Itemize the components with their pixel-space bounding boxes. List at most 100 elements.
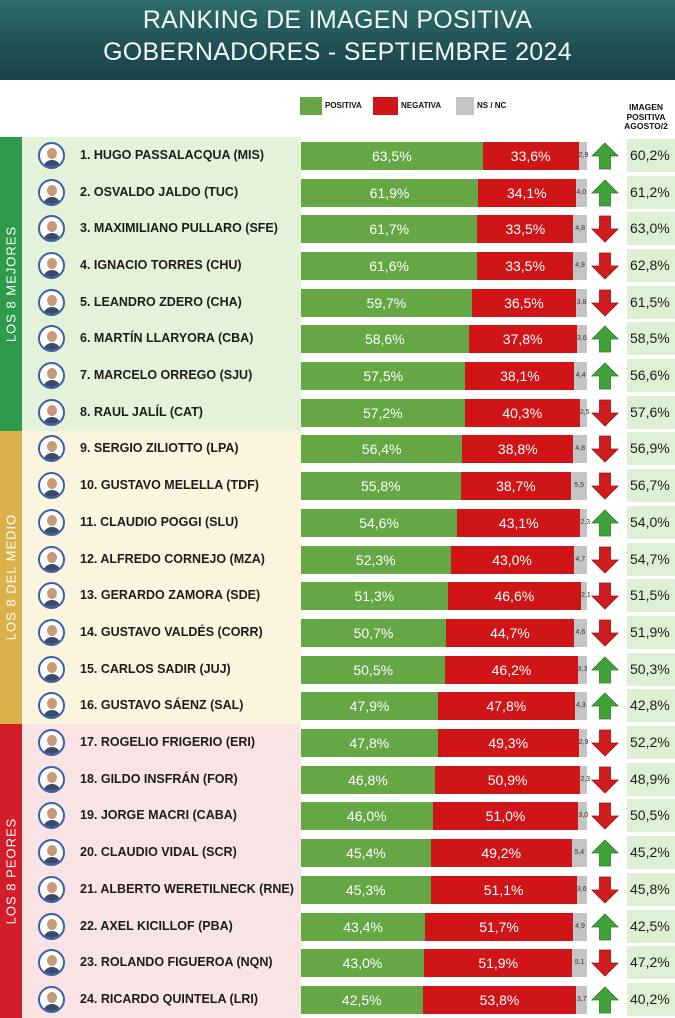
group-label-bar-2: LOS 8 DEL MEDIO	[0, 430, 22, 725]
nsnc-value-label: 4,7	[575, 555, 586, 563]
photo-face	[47, 184, 57, 196]
photo-face	[47, 221, 57, 233]
trend-up-arrow-icon	[591, 912, 619, 940]
arrow-shape	[591, 178, 619, 206]
arrow-shape	[591, 656, 619, 683]
governor-photo	[38, 875, 65, 903]
bar-nsnc: 4,3	[574, 692, 587, 721]
previous-image-value: 61,5%	[630, 293, 670, 310]
stacked-bar: 51,3% 46,6% 2,1	[301, 582, 591, 611]
positive-value-label: 42,5%	[341, 991, 382, 1008]
ranking-row: 7. MARCELO ORREGO (SJU) 57,5% 38,1% 4,4 56,6…	[0, 359, 675, 392]
bar-negative: 51,7%	[425, 912, 573, 941]
negative-value-label: 50,9%	[487, 771, 528, 788]
photo-body	[43, 269, 61, 277]
photo-body	[43, 196, 61, 204]
photo-face	[47, 955, 57, 967]
previous-image-value: 63,0%	[630, 220, 670, 237]
photo-face	[47, 845, 57, 857]
negative-value-label: 44,7%	[490, 624, 530, 641]
governor-name: 21. ALBERTO WERETILNECK (RNE)	[80, 881, 294, 896]
trend-up-arrow-icon	[591, 362, 619, 390]
previous-image-cell: 60,2%	[627, 138, 675, 172]
governor-name: 15. CARLOS SADIR (JUJ)	[80, 661, 231, 676]
negative-value-label: 47,8%	[486, 698, 527, 715]
trend-down-arrow-icon	[591, 546, 619, 574]
photo-face	[47, 257, 57, 269]
bar-nsnc: 4,0	[575, 178, 587, 207]
positive-value-label: 57,5%	[363, 368, 404, 384]
negative-value-label: 37,8%	[502, 331, 543, 348]
arrow-shape	[591, 435, 619, 463]
legend-label-positive: POSITIVA	[325, 101, 362, 110]
bar-negative: 38,8%	[462, 435, 574, 464]
negative-value-label: 38,8%	[497, 441, 538, 458]
previous-image-cell: 51,9%	[627, 615, 675, 649]
previous-image-header: IMAGEN POSITIVA AGOSTO/2	[616, 102, 675, 132]
governor-photo	[38, 985, 65, 1013]
bar-positive: 61,7%	[301, 215, 478, 244]
previous-image-value: 51,9%	[630, 623, 670, 640]
title-line-2: GOBERNADORES - SEPTIEMBRE 2024	[103, 38, 572, 66]
bar-nsnc: 3,6	[576, 875, 587, 904]
title-line-1: RANKING DE IMAGEN POSITIVA	[142, 6, 533, 34]
negative-value-label: 33,6%	[510, 147, 551, 164]
previous-image-value: 61,2%	[630, 183, 670, 200]
ranking-row: 18. GILDO INSFRÁN (FOR) 46,8% 50,9% 2,3 48,9…	[0, 762, 675, 796]
governor-photo	[38, 398, 65, 426]
bar-negative: 33,6%	[482, 141, 579, 170]
photo-body	[43, 600, 61, 608]
governor-photo	[38, 729, 65, 756]
ranking-row: 22. AXEL KICILLOF (PBA) 43,4% 51,7% 4,9 42,5…	[0, 909, 675, 943]
bar-nsnc: 3,3	[577, 655, 587, 684]
positive-value-label: 59,7%	[366, 294, 407, 311]
negative-value-label: 51,1%	[483, 881, 524, 898]
trend-up-arrow-icon	[591, 325, 619, 353]
legend-swatch-negative	[373, 97, 398, 115]
governor-name: 20. CLAUDIO VIDAL (SCR)	[80, 845, 237, 860]
bar-nsnc: 2,9	[578, 141, 588, 170]
negative-value-label: 53,8%	[479, 991, 520, 1008]
nsnc-value-label: 4,0	[576, 188, 587, 196]
governor-photo	[38, 178, 65, 206]
governor-name: 18. GILDO INSFRÁN (FOR)	[80, 771, 238, 786]
trend-down-arrow-icon	[591, 949, 619, 977]
bar-nsnc: 4,8	[573, 435, 587, 464]
trend-down-arrow-icon	[591, 802, 619, 830]
negative-value-label: 43,0%	[492, 551, 532, 568]
positive-value-label: 50,5%	[353, 661, 394, 678]
governor-photo	[38, 692, 65, 720]
arrow-shape	[591, 582, 619, 610]
bar-nsnc: 4,9	[572, 251, 587, 280]
trend-down-arrow-icon	[591, 289, 619, 317]
bar-positive: 45,3%	[301, 875, 431, 904]
positive-value-label: 54,6%	[359, 514, 399, 531]
previous-image-cell: 56,9%	[627, 432, 675, 466]
negative-value-label: 40,3%	[502, 404, 543, 421]
governor-photo	[38, 141, 65, 169]
governor-name: 3. MAXIMILIANO PULLARO (SFE)	[80, 221, 278, 236]
photo-body	[43, 343, 61, 351]
legend-label-nsnc: NS / NC	[477, 101, 507, 110]
previous-image-value: 42,5%	[630, 917, 670, 934]
bar-negative: 34,1%	[478, 178, 576, 207]
legend-label-negative: NEGATIVA	[401, 101, 442, 110]
ranking-row: 1. HUGO PASSALACQUA (MIS) 63,5% 33,6% 2,9 60…	[0, 138, 675, 172]
ranking-row: 8. RAUL JALÍL (CAT) 57,2% 40,3% 2,5 57,6%	[0, 395, 675, 429]
positive-value-label: 47,9%	[349, 698, 390, 715]
photo-body	[43, 490, 61, 498]
arrow-shape	[591, 399, 619, 427]
positive-value-label: 46,8%	[348, 771, 388, 788]
ranking-row: 4. IGNACIO TORRES (CHU) 61,6% 33,5% 4,9 62,8…	[0, 248, 675, 282]
stacked-bar: 55,8% 38,7% 5,5	[301, 472, 587, 501]
stacked-bar: 45,4% 49,2% 5,4	[301, 839, 587, 868]
positive-value-label: 56,4%	[361, 441, 402, 458]
ranking-row: 10. GUSTAVO MELELLA (TDF) 55,8% 38,7% 5,5 56…	[0, 469, 675, 503]
ranking-row: 3. MAXIMILIANO PULLARO (SFE) 61,7% 33,5% 4,…	[0, 212, 675, 246]
bar-positive: 57,2%	[301, 398, 465, 427]
previous-image-cell: 48,9%	[627, 762, 675, 796]
arrow-shape	[591, 692, 619, 720]
stacked-bar: 46,8% 50,9% 2,3	[301, 765, 590, 794]
previous-image-value: 40,2%	[630, 990, 670, 1007]
group-label-bar-1: LOS 8 MEJORES	[0, 137, 22, 431]
